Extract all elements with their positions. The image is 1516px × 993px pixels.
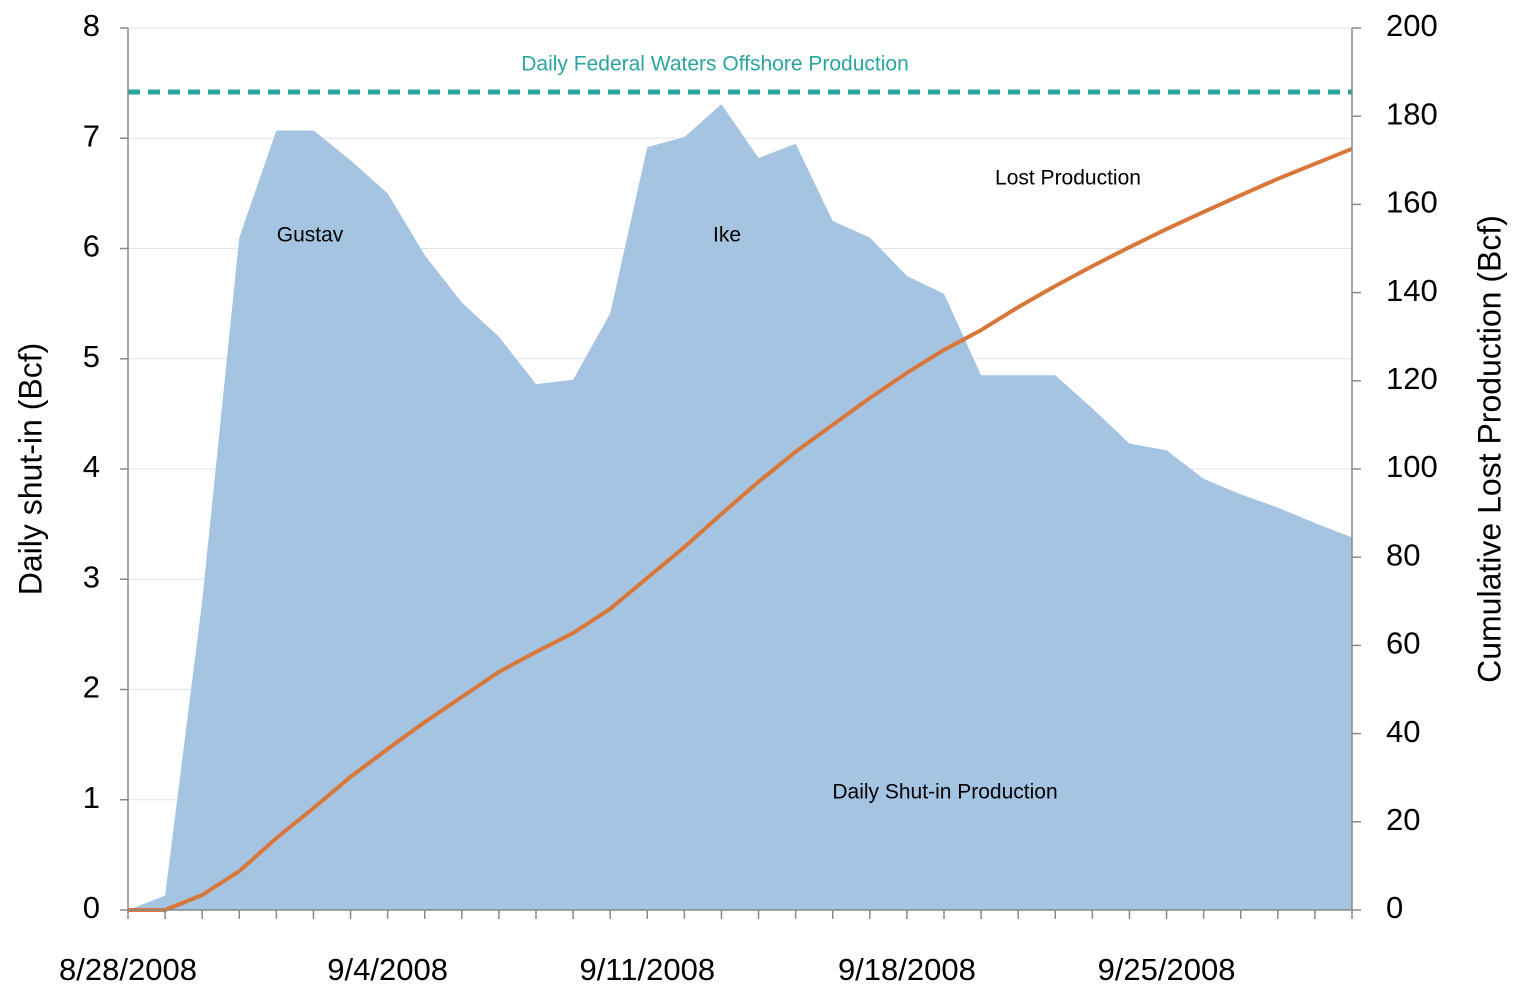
annotation: Gustav: [277, 224, 344, 247]
annotation: Ike: [713, 224, 741, 247]
y-tick-label: 3: [83, 559, 100, 594]
line: [128, 146, 1353, 912]
y-tick-label: 0: [83, 890, 100, 925]
y2-tick-label: 80: [1386, 537, 1420, 572]
reference-label: Daily Federal Waters Offshore Production: [521, 53, 909, 76]
x-tick-label: 8/28/2008: [59, 952, 197, 987]
y-tick-label: 5: [83, 339, 100, 374]
y-tick-label: 7: [83, 118, 100, 153]
y2-tick-label: 60: [1386, 626, 1420, 661]
x-tick-label: 9/18/2008: [838, 952, 976, 987]
y2-tick-label: 180: [1386, 96, 1438, 131]
y2-tick-label: 20: [1386, 802, 1420, 837]
y-tick-label: 1: [83, 780, 100, 815]
x-tick-label: 9/11/2008: [579, 952, 715, 987]
y2-tick-label: 0: [1386, 890, 1403, 925]
y2-tick-label: 200: [1386, 8, 1438, 43]
area: [128, 104, 1352, 910]
x-tick-label: 9/4/2008: [327, 952, 448, 987]
series-label: Daily Shut-in Production: [832, 781, 1057, 804]
y2-axis-title: Cumulative Lost Production (Bcf): [1471, 215, 1507, 683]
y2-tick-label: 160: [1386, 185, 1438, 220]
y2-tick-label: 140: [1386, 273, 1438, 308]
x-tick-label: 9/25/2008: [1098, 952, 1236, 987]
y2-tick-label: 100: [1386, 449, 1438, 484]
y-tick-label: 4: [83, 449, 100, 484]
y2-tick-label: 40: [1386, 714, 1420, 749]
y2-tick-label: 120: [1386, 361, 1438, 396]
series-label: Lost Production: [995, 167, 1141, 190]
y-tick-label: 2: [83, 670, 100, 705]
y-tick-label: 8: [83, 8, 100, 43]
y-axis-title: Daily shut-in (Bcf): [12, 343, 48, 596]
y-tick-label: 6: [83, 229, 100, 264]
